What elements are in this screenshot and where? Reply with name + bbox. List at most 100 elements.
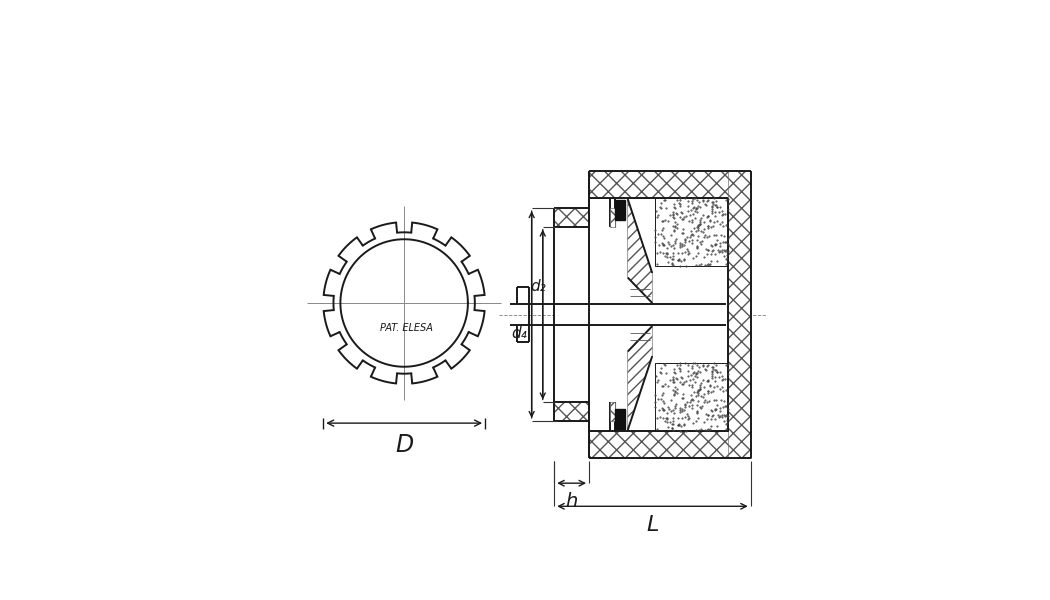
Point bbox=[699, 425, 716, 435]
Point bbox=[657, 380, 674, 389]
Point bbox=[688, 260, 705, 269]
Point bbox=[668, 399, 685, 409]
Point bbox=[665, 373, 681, 382]
Point bbox=[700, 360, 717, 370]
Point bbox=[702, 241, 719, 250]
Point bbox=[649, 413, 666, 423]
Point bbox=[669, 360, 686, 370]
Point bbox=[714, 209, 731, 218]
Point bbox=[671, 242, 688, 252]
Point bbox=[685, 209, 701, 219]
Point bbox=[690, 223, 707, 233]
Point bbox=[684, 215, 700, 225]
Point bbox=[656, 195, 673, 205]
Point bbox=[706, 217, 722, 227]
Point bbox=[711, 413, 728, 422]
Point bbox=[665, 405, 681, 415]
Point bbox=[649, 424, 666, 433]
Point bbox=[694, 236, 711, 246]
Point bbox=[669, 195, 686, 205]
Point bbox=[690, 197, 707, 206]
Point bbox=[665, 413, 681, 423]
Point bbox=[662, 252, 678, 262]
Point bbox=[702, 414, 719, 424]
Point bbox=[704, 203, 720, 212]
Point bbox=[656, 251, 673, 261]
Point bbox=[666, 202, 683, 212]
Point bbox=[718, 416, 735, 425]
Point bbox=[705, 410, 721, 419]
Point bbox=[692, 238, 709, 247]
Point bbox=[652, 229, 669, 239]
Point bbox=[692, 391, 709, 400]
Point bbox=[705, 245, 721, 254]
Point bbox=[676, 234, 693, 244]
Point bbox=[672, 358, 689, 368]
Point bbox=[707, 405, 723, 415]
Point bbox=[671, 365, 688, 374]
Point bbox=[712, 412, 729, 421]
Point bbox=[698, 200, 715, 209]
Point bbox=[713, 371, 730, 381]
Point bbox=[702, 406, 719, 415]
Point bbox=[692, 367, 709, 377]
Point bbox=[666, 225, 683, 235]
Point bbox=[673, 373, 690, 382]
Point bbox=[666, 368, 683, 377]
Point bbox=[707, 208, 723, 217]
Point bbox=[697, 199, 714, 209]
Point bbox=[682, 232, 699, 242]
Point bbox=[647, 390, 664, 400]
Point bbox=[675, 255, 692, 265]
Point bbox=[706, 395, 722, 404]
Point bbox=[665, 375, 681, 385]
Point bbox=[709, 382, 726, 391]
Point bbox=[657, 215, 674, 224]
Point bbox=[708, 196, 724, 205]
Point bbox=[705, 365, 721, 374]
Point bbox=[701, 396, 718, 406]
Point bbox=[717, 237, 734, 247]
Point bbox=[664, 259, 680, 268]
Point bbox=[702, 424, 719, 434]
Point bbox=[674, 239, 691, 249]
Point bbox=[674, 209, 691, 218]
Point bbox=[704, 223, 720, 232]
Point bbox=[691, 382, 708, 391]
Point bbox=[675, 229, 692, 238]
Point bbox=[664, 254, 680, 263]
Point bbox=[673, 421, 690, 430]
Point bbox=[667, 221, 684, 231]
Point bbox=[684, 401, 700, 410]
Point bbox=[682, 205, 699, 215]
Point bbox=[699, 410, 716, 420]
Point bbox=[669, 420, 686, 430]
Point bbox=[706, 194, 722, 203]
Point bbox=[649, 248, 666, 258]
Point bbox=[669, 255, 686, 265]
Point bbox=[676, 237, 693, 247]
Point bbox=[653, 403, 670, 413]
Point bbox=[674, 248, 691, 258]
Point bbox=[717, 401, 734, 411]
Point bbox=[666, 367, 683, 377]
Point bbox=[712, 219, 729, 229]
Point bbox=[709, 367, 726, 377]
Point bbox=[649, 377, 666, 387]
Point bbox=[718, 418, 735, 428]
Point bbox=[704, 205, 720, 214]
Point bbox=[719, 404, 736, 414]
Point bbox=[689, 241, 706, 251]
Point bbox=[691, 217, 708, 227]
Point bbox=[690, 390, 707, 400]
Point bbox=[689, 406, 706, 416]
Point bbox=[654, 240, 671, 250]
Point bbox=[667, 223, 684, 232]
Point bbox=[704, 206, 720, 216]
Point bbox=[656, 359, 673, 369]
Point bbox=[696, 395, 713, 405]
Point bbox=[689, 242, 706, 252]
Point bbox=[665, 260, 681, 270]
Point bbox=[709, 421, 726, 431]
Point bbox=[704, 421, 720, 431]
